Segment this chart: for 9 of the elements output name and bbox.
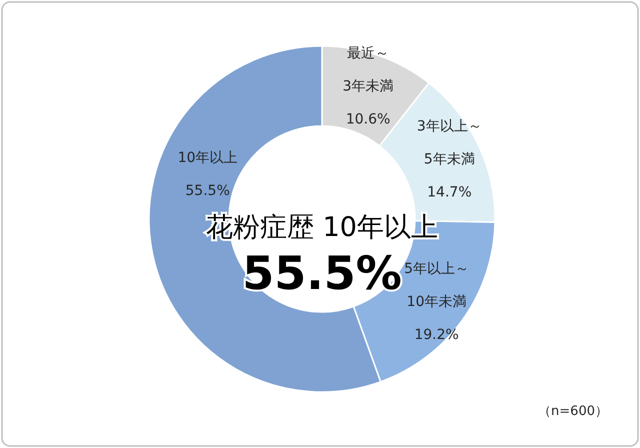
category-label: 5年以上～10年未満 [404, 261, 470, 310]
slice-label: 10年以上 [178, 150, 238, 166]
category-label: 3年以上～5年未満 [416, 118, 482, 168]
data-label: 55.5% [185, 183, 230, 200]
text: （n=600） [538, 404, 608, 419]
category-label: 最近～3年未満 [342, 46, 394, 95]
data-label: 14.7% [427, 184, 472, 201]
text: 55.5% [242, 246, 402, 300]
data-label: 10.6% [346, 112, 390, 128]
